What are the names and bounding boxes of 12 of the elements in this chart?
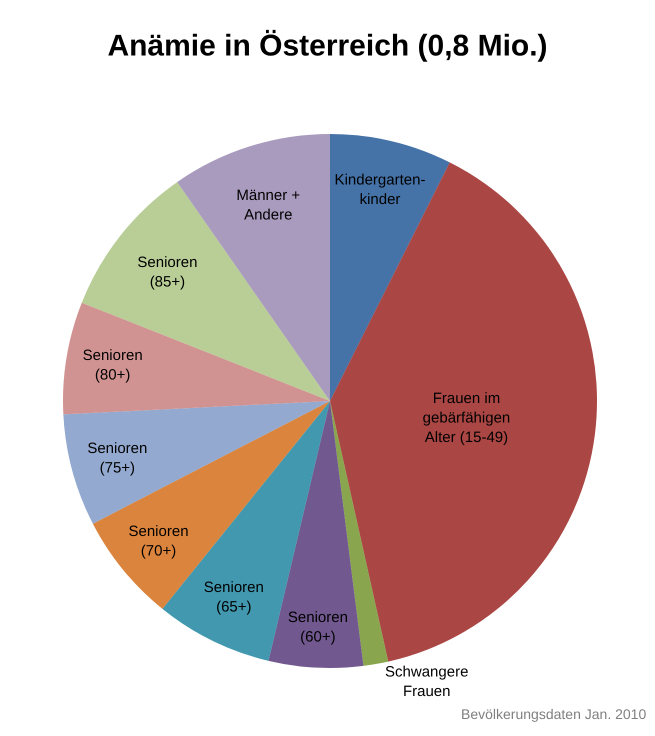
slice-label: Senioren (70+) bbox=[128, 522, 189, 560]
slice-label: Senioren (75+) bbox=[87, 440, 148, 477]
slice-label: Senioren (85+) bbox=[137, 254, 198, 291]
slice-label: Kindergarten- kinder bbox=[334, 172, 426, 208]
slice-label: Senioren (60+) bbox=[288, 609, 348, 646]
chart-title: Anämie in Österreich (0,8 Mio.) bbox=[107, 30, 548, 62]
slice-label: Senioren (80+) bbox=[82, 346, 143, 384]
slice-label: Schwangere Frauen bbox=[385, 663, 468, 700]
slice-label: Senioren (65+) bbox=[204, 579, 264, 616]
text: Bevölkerungsdaten Jan. 2010 bbox=[461, 706, 646, 722]
slice-label: Männer + Andere bbox=[236, 186, 300, 224]
slice-label: Frauen im gebärfähigen Alter (15-49) bbox=[422, 390, 510, 446]
